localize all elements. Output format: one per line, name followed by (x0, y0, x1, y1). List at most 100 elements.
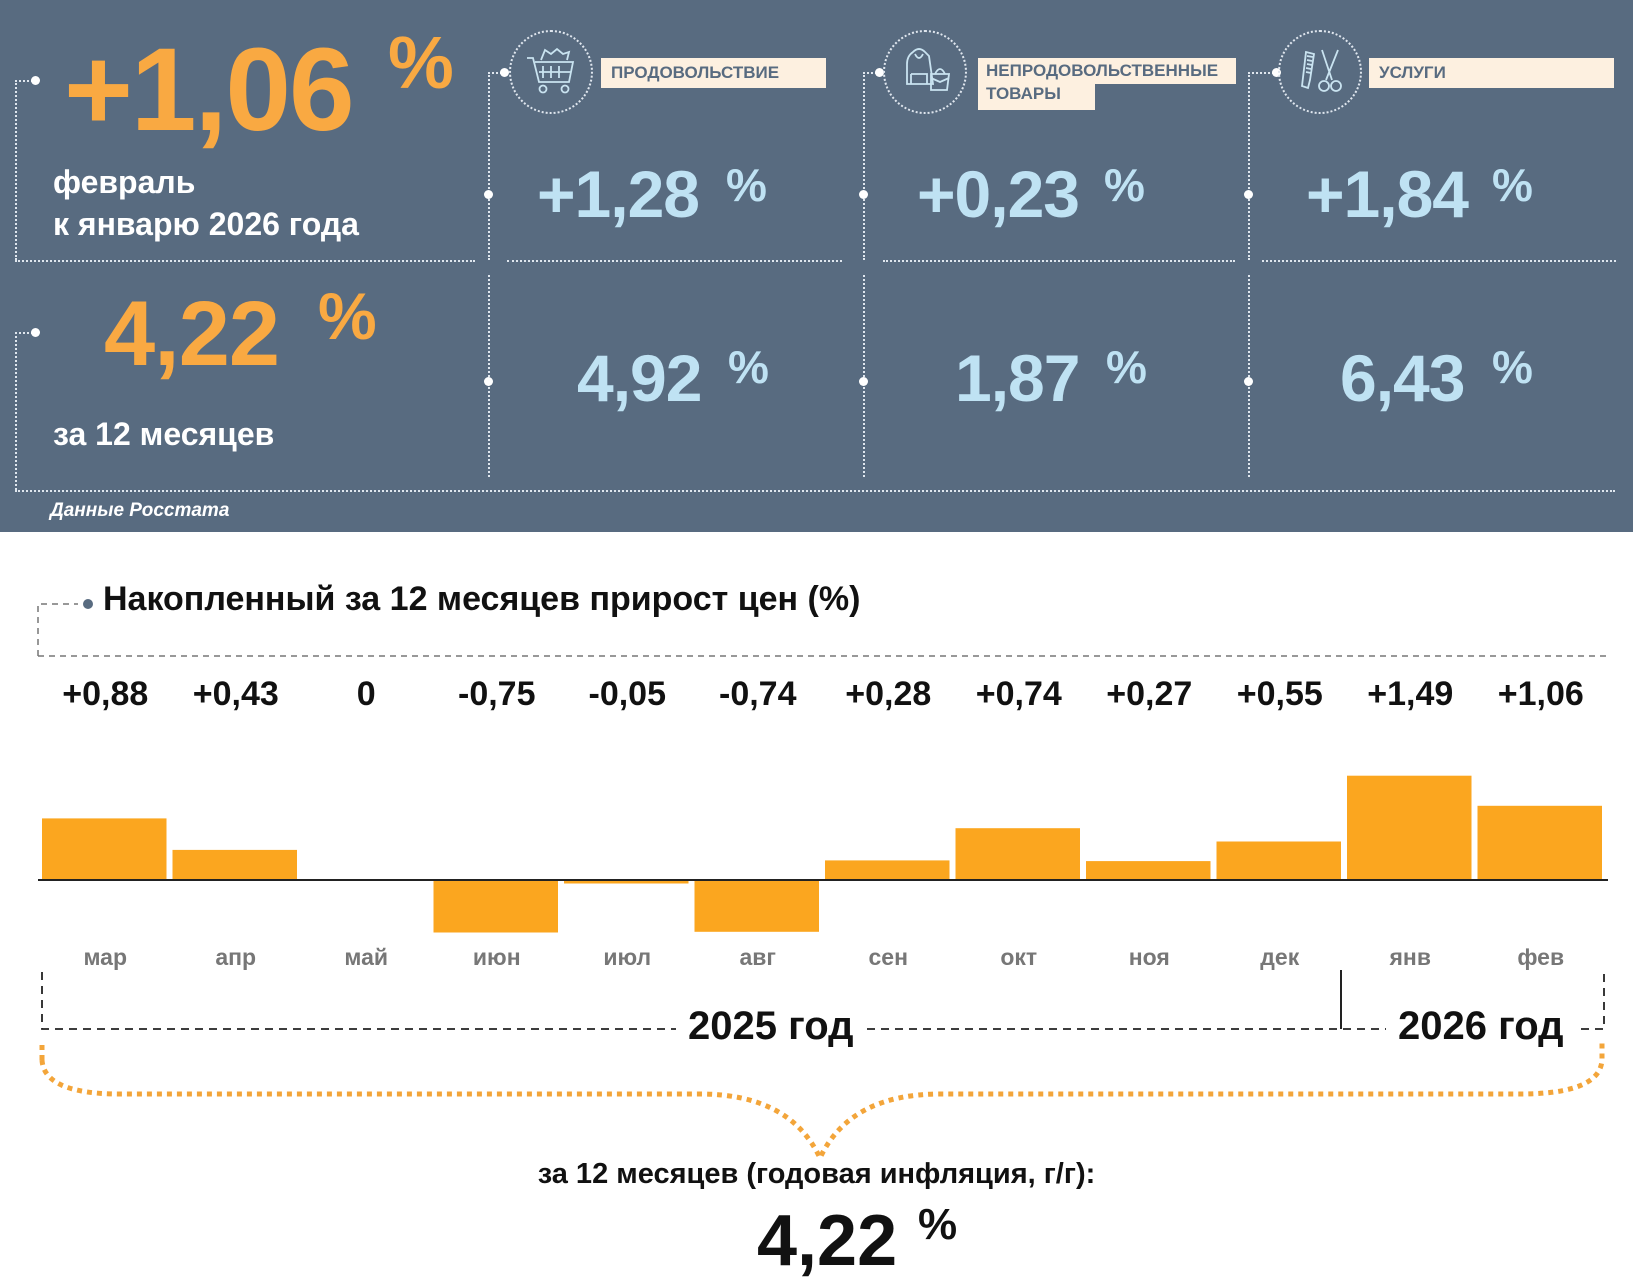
year-label-2026: 2026 год (1386, 1004, 1576, 1049)
bracket-line (15, 332, 17, 490)
month-label: окт (1000, 944, 1038, 970)
food-icon-circle (509, 30, 593, 114)
month-label: дек (1260, 944, 1300, 970)
bracket-node (484, 190, 493, 199)
services-monthly-unit: % (1492, 159, 1533, 211)
title-bullet-icon (83, 599, 93, 609)
bracket-node (31, 328, 40, 337)
bar-окт (955, 828, 1080, 880)
bracket-line (15, 80, 33, 82)
bracket-node (859, 377, 868, 386)
nonfood-monthly-value: +0,23 (917, 157, 1080, 231)
bracket-node (484, 377, 493, 386)
nonfood-monthly-unit: % (1104, 159, 1145, 211)
divider-line (15, 490, 1615, 492)
food-annual-value: 4,92 (577, 341, 702, 415)
chart-title: Накопленный за 12 месяцев прирост цен (%… (103, 580, 861, 618)
category-label-nonfood-line1: НЕПРОДОВОЛЬСТВЕННЫЕ (978, 58, 1236, 84)
bracket-line (1248, 72, 1250, 260)
monthly-inflation-unit: % (388, 21, 454, 104)
bars-group (42, 775, 1602, 933)
divider-line (507, 260, 842, 262)
bar-value-label: +0,27 (1106, 675, 1193, 713)
monthly-caption-line2: к январю 2026 года (53, 206, 359, 242)
bracket-line (488, 72, 502, 74)
annual-summary-caption: за 12 месяцев (годовая инфляция, г/г): (537, 1158, 1096, 1190)
services-annual-unit: % (1492, 341, 1533, 393)
annual-brace (39, 1040, 1605, 1164)
month-label: сен (868, 944, 908, 970)
annual-summary-unit: % (918, 1200, 958, 1249)
annual-summary-value: 4,22 (757, 1201, 898, 1281)
bracket-line (1248, 72, 1274, 74)
bar-value-label: +0,74 (975, 675, 1062, 713)
bracket-line (488, 275, 490, 477)
bar-ноя (1086, 861, 1211, 880)
bracket-node (500, 68, 509, 77)
services-monthly-value: +1,84 (1306, 157, 1469, 231)
bar-апр (172, 849, 297, 880)
bar-value-label: +1,49 (1367, 675, 1454, 713)
bracket-node (31, 76, 40, 85)
food-monthly-unit: % (726, 159, 767, 211)
bar-сен (825, 860, 950, 880)
nonfood-annual-value: 1,87 (955, 341, 1080, 415)
monthly-caption-line1: февраль (53, 164, 196, 200)
bracket-line (1248, 275, 1250, 477)
bracket-line (863, 275, 865, 477)
bracket-line (15, 332, 33, 334)
food-annual-unit: % (728, 341, 769, 393)
bar-value-label: 0 (356, 675, 376, 713)
bar-мар (42, 818, 167, 880)
title-bracket-line (37, 603, 78, 656)
data-source: Данные Росстата (50, 500, 230, 521)
month-label: ноя (1128, 944, 1170, 970)
bar-фев (1477, 805, 1602, 880)
bar-value-label: -0,75 (458, 675, 536, 713)
month-label: июн (472, 944, 521, 970)
hoodie-bag-icon (906, 48, 951, 91)
category-label-services: УСЛУГИ (1369, 58, 1614, 88)
divider-line (883, 260, 1235, 262)
bracket-node (875, 68, 884, 77)
food-monthly-value: +1,28 (537, 157, 700, 231)
bracket-line (863, 72, 865, 260)
bracket-node (1244, 190, 1253, 199)
bracket-node (1244, 377, 1253, 386)
bracket-line (488, 72, 490, 260)
summary-panel: +1,06 % февраль к январю 2026 года 4,22 … (0, 0, 1633, 532)
month-label: июл (603, 944, 652, 970)
month-label: янв (1389, 944, 1431, 970)
bar-дек (1216, 841, 1341, 880)
annual-inflation-value: 4,22 (104, 283, 280, 385)
shopping-cart-icon (527, 47, 575, 94)
bar-июл (564, 880, 689, 884)
nonfood-icon-circle (883, 30, 967, 114)
divider-line (1262, 260, 1616, 262)
bar-value-label: +1,06 (1497, 675, 1584, 713)
month-label: апр (215, 944, 257, 970)
category-label-food: ПРОДОВОЛЬСТВИЕ (601, 58, 826, 88)
annual-caption: за 12 месяцев (53, 416, 275, 452)
services-icon-circle (1278, 30, 1362, 114)
month-label: фев (1517, 944, 1565, 970)
bracket-line (863, 72, 877, 74)
services-annual-value: 6,43 (1340, 341, 1465, 415)
bar-янв (1347, 775, 1472, 880)
bracket-node (859, 190, 868, 199)
month-label: май (344, 944, 389, 970)
bracket-node (1272, 68, 1281, 77)
bar-июн (433, 880, 558, 933)
bar-value-label: -0,05 (588, 675, 667, 713)
comb-scissors-icon (1301, 49, 1342, 92)
bracket-line (15, 80, 17, 260)
bar-value-label: +0,28 (845, 675, 932, 713)
annual-inflation-unit: % (318, 279, 377, 353)
monthly-inflation-value: +1,06 (64, 24, 355, 156)
bar-value-label: +0,88 (62, 675, 149, 713)
divider-line (15, 260, 475, 262)
category-label-nonfood-line2: ТОВАРЫ (978, 82, 1095, 110)
bar-авг (694, 880, 819, 932)
bar-value-label: +0,43 (192, 675, 279, 713)
